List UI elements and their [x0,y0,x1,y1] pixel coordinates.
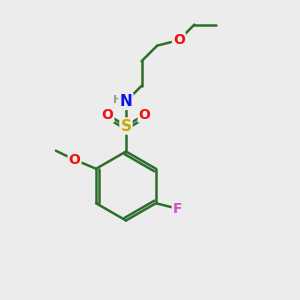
Text: O: O [69,153,80,167]
Text: O: O [101,108,113,122]
Text: S: S [121,118,131,134]
Text: O: O [173,33,185,47]
Text: N: N [120,94,132,109]
Text: H: H [113,95,122,105]
Text: F: F [173,202,182,216]
Text: O: O [139,108,151,122]
